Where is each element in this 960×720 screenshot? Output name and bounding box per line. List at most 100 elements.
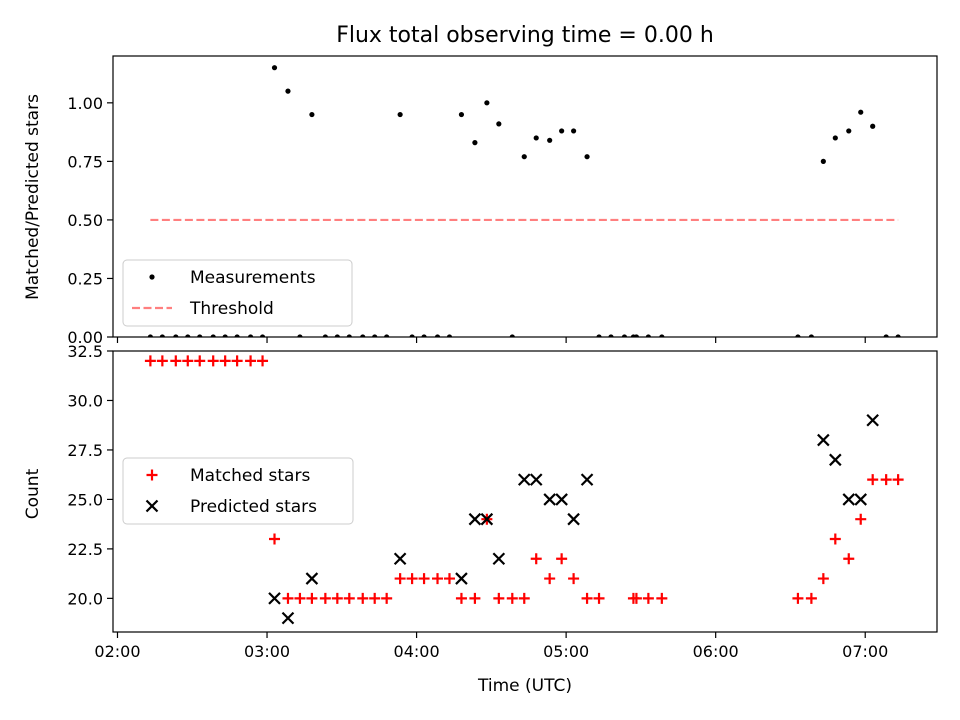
measurements-point — [384, 334, 390, 337]
top-data — [147, 65, 901, 337]
bottom-y-tick-label: 22.5 — [67, 540, 103, 559]
x-tick-label: 04:00 — [394, 642, 440, 661]
measurements-point — [222, 334, 228, 337]
measurements-point — [883, 334, 889, 337]
matched-stars-point — [294, 592, 306, 604]
measurements-point — [608, 334, 614, 337]
measurements-point — [309, 111, 315, 118]
matched-stars-point — [406, 573, 418, 585]
matched-stars-point — [357, 592, 369, 604]
matched-stars-point — [455, 592, 467, 604]
matched-stars-point — [792, 592, 804, 604]
matched-stars-point — [331, 592, 343, 604]
predicted-stars-point — [567, 512, 580, 526]
measurements-point — [472, 140, 478, 146]
measurements-point — [832, 135, 838, 141]
measurements-point — [247, 334, 254, 337]
matched-stars-point — [443, 573, 455, 585]
measurements-point — [496, 121, 502, 127]
matched-stars-point — [245, 355, 257, 367]
matched-stars-point — [581, 592, 593, 604]
measurements-point — [197, 334, 203, 337]
matched-stars-point — [194, 355, 206, 367]
predicted-stars-point — [580, 473, 594, 486]
bottom-legend-box — [122, 457, 354, 525]
legend-predicted-stars-label: Predicted stars — [190, 497, 317, 517]
top-y-tick-label: 0.25 — [67, 269, 103, 288]
matched-stars-point — [817, 573, 829, 585]
bottom-y-axis-label: Count — [23, 468, 43, 519]
predicted-stars-point — [555, 493, 568, 506]
predicted-stars-point — [817, 433, 830, 447]
measurements-point — [297, 334, 303, 337]
matched-stars-point — [642, 592, 654, 604]
matched-stars-point — [469, 592, 481, 604]
top-legend: Measurements Threshold — [122, 259, 353, 327]
x-tick-label: 06:00 — [693, 642, 739, 661]
legend-matched-stars-label: Matched stars — [190, 466, 310, 486]
measurements-point — [820, 158, 826, 164]
measurements-point — [659, 334, 665, 337]
matched-stars-point — [231, 355, 243, 367]
measurements-point — [285, 88, 291, 94]
measurements-point — [559, 128, 565, 134]
measurements-point — [596, 334, 602, 337]
predicted-stars-point — [866, 413, 879, 427]
matched-stars-point — [394, 573, 406, 585]
matched-stars-point — [432, 573, 444, 585]
matched-stars-point — [855, 513, 867, 525]
measurements-point — [434, 334, 441, 337]
measurements-point — [571, 128, 577, 134]
matched-stars-point — [544, 573, 556, 585]
x-tick-label: 02:00 — [94, 642, 140, 661]
predicted-stars-point — [468, 512, 482, 526]
matched-stars-point — [892, 474, 904, 486]
measurements-point — [858, 109, 864, 115]
predicted-stars-point — [281, 611, 295, 625]
legend-matched-stars-swatch — [146, 469, 158, 481]
legend-measurements-label: Measurements — [190, 268, 316, 288]
measurements-point — [259, 334, 266, 337]
measurements-point — [870, 123, 876, 129]
predicted-stars-point — [455, 572, 468, 585]
measurements-point — [521, 154, 527, 160]
measurements-point — [210, 334, 216, 337]
predicted-stars-point — [393, 552, 407, 566]
bottom-legend: Matched stars Predicted stars — [122, 457, 354, 525]
matched-stars-point — [319, 592, 331, 604]
top-y-tick-label: 0.50 — [67, 211, 103, 230]
x-axis-label: Time (UTC) — [477, 676, 572, 696]
measurements-point — [334, 334, 340, 337]
predicted-stars-point — [543, 493, 556, 506]
chart-title: Flux total observing time = 0.00 h — [336, 23, 714, 48]
matched-stars-point — [170, 355, 182, 367]
predicted-stars-point — [268, 592, 281, 605]
matched-stars-point — [556, 553, 568, 565]
matched-stars-point — [219, 355, 231, 367]
measurements-point — [271, 65, 278, 71]
matched-stars-point — [630, 592, 642, 604]
top-y-tick-label: 0.75 — [67, 152, 103, 171]
matched-stars-point — [257, 355, 269, 367]
measurements-point — [346, 334, 352, 337]
matched-stars-point — [593, 592, 605, 604]
matched-stars-point — [207, 355, 219, 367]
bottom-y-tick-label: 32.5 — [67, 342, 103, 361]
matched-stars-point — [506, 592, 518, 604]
matched-stars-point — [805, 592, 817, 604]
measurements-point — [533, 135, 539, 141]
bottom-y-tick-label: 27.5 — [67, 441, 103, 460]
measurements-point — [147, 334, 153, 337]
measurements-point — [458, 111, 465, 118]
matched-stars-point — [182, 355, 194, 367]
predicted-stars-point — [829, 453, 842, 467]
legend-threshold-label: Threshold — [189, 299, 274, 319]
matched-stars-point — [156, 355, 168, 367]
bottom-y-tick-label: 30.0 — [67, 391, 103, 410]
x-tick-label: 07:00 — [842, 642, 888, 661]
measurements-point — [397, 111, 403, 118]
top-y-axis-label: Matched/Predicted stars — [23, 94, 43, 300]
measurements-point — [633, 334, 640, 337]
matched-stars-point — [369, 592, 381, 604]
